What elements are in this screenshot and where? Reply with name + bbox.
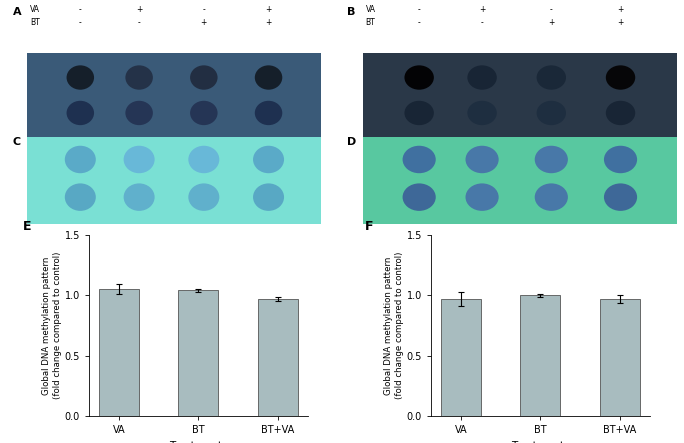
Ellipse shape (467, 65, 497, 89)
Text: +: + (200, 18, 207, 27)
Text: VA: VA (366, 5, 376, 15)
Ellipse shape (403, 146, 436, 173)
Text: E: E (23, 220, 31, 233)
Ellipse shape (125, 65, 153, 89)
Text: C: C (13, 137, 21, 148)
Ellipse shape (604, 183, 637, 211)
Ellipse shape (124, 146, 155, 173)
Text: +: + (265, 5, 272, 15)
Ellipse shape (403, 183, 436, 211)
Text: A: A (13, 7, 21, 17)
Text: +: + (479, 5, 485, 15)
Bar (258, 299, 298, 416)
Text: -: - (418, 5, 421, 15)
Text: -: - (481, 18, 484, 27)
Ellipse shape (65, 183, 96, 211)
X-axis label: Treatments: Treatments (511, 441, 570, 443)
Bar (27, 53, 321, 137)
Text: +: + (618, 5, 624, 15)
Bar (363, 137, 677, 224)
Ellipse shape (404, 65, 434, 89)
Bar (99, 289, 139, 416)
Ellipse shape (466, 146, 499, 173)
Text: F: F (365, 220, 373, 233)
Ellipse shape (124, 183, 155, 211)
Bar (441, 299, 481, 416)
Text: -: - (550, 5, 553, 15)
Ellipse shape (65, 146, 96, 173)
Ellipse shape (188, 146, 220, 173)
Bar (600, 299, 640, 416)
Ellipse shape (190, 101, 218, 125)
Text: +: + (136, 5, 142, 15)
Ellipse shape (188, 183, 220, 211)
Ellipse shape (66, 65, 94, 89)
Ellipse shape (404, 101, 434, 125)
Text: +: + (265, 18, 272, 27)
Text: B: B (347, 7, 355, 17)
Ellipse shape (606, 101, 635, 125)
Bar (363, 53, 677, 137)
X-axis label: Treatments: Treatments (169, 441, 228, 443)
Y-axis label: Global DNA methylation pattern
(fold change compared to control): Global DNA methylation pattern (fold cha… (384, 252, 404, 399)
Text: +: + (618, 18, 624, 27)
Ellipse shape (254, 101, 282, 125)
Ellipse shape (125, 101, 153, 125)
Bar (27, 137, 321, 224)
Ellipse shape (190, 65, 218, 89)
Ellipse shape (606, 65, 635, 89)
Ellipse shape (467, 101, 497, 125)
Text: BT: BT (366, 18, 376, 27)
Ellipse shape (253, 183, 284, 211)
Text: D: D (347, 137, 356, 148)
Ellipse shape (253, 146, 284, 173)
Bar (179, 291, 218, 416)
Ellipse shape (536, 65, 566, 89)
Ellipse shape (66, 101, 94, 125)
Text: -: - (79, 18, 81, 27)
Bar (521, 295, 560, 416)
Ellipse shape (604, 146, 637, 173)
Y-axis label: Global DNA methylation pattern
(fold change compared to control): Global DNA methylation pattern (fold cha… (42, 252, 62, 399)
Text: -: - (79, 5, 81, 15)
Ellipse shape (536, 101, 566, 125)
Ellipse shape (535, 146, 568, 173)
Text: -: - (137, 18, 140, 27)
Text: BT: BT (30, 18, 40, 27)
Text: +: + (548, 18, 555, 27)
Text: VA: VA (30, 5, 40, 15)
Ellipse shape (466, 183, 499, 211)
Ellipse shape (535, 183, 568, 211)
Ellipse shape (254, 65, 282, 89)
Text: -: - (418, 18, 421, 27)
Text: -: - (202, 5, 205, 15)
